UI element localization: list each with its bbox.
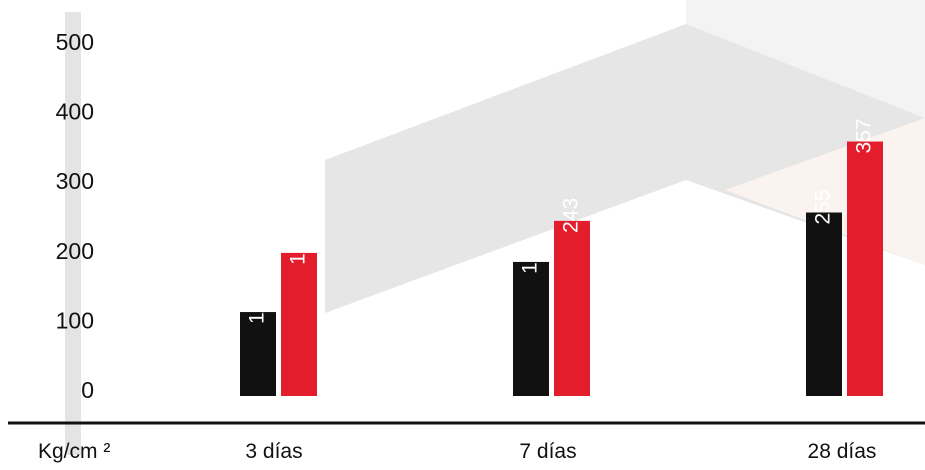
background-decor-shape	[325, 24, 925, 313]
bar-layer: 112 197 184 243 255 357	[240, 118, 883, 396]
bar-value-label: 184	[519, 239, 542, 274]
bar	[554, 220, 590, 396]
x-category-label: 28 días	[808, 440, 877, 463]
x-category-label: 3 días	[245, 440, 302, 463]
bar-value-label: 255	[812, 189, 835, 224]
y-tick-label: 100	[56, 307, 94, 333]
bar	[281, 252, 317, 396]
y-tick-label: 300	[56, 168, 94, 194]
bar-value-label: 112	[246, 291, 269, 324]
bar-value-label: 243	[560, 198, 583, 233]
bar	[806, 212, 842, 396]
y-tick-label: 0	[81, 377, 94, 403]
x-category-label: 7 días	[519, 440, 576, 463]
bar-value-label: 197	[287, 230, 310, 265]
bar	[240, 312, 276, 396]
y-tick-label: 200	[56, 238, 94, 264]
x-axis-unit-label: Kg/cm ²	[38, 440, 110, 463]
category-label-layer: 3 días 7 días 28 días	[245, 440, 876, 463]
bar	[847, 141, 883, 396]
y-tick-label: 400	[56, 99, 94, 125]
y-tick-label: 500	[56, 29, 94, 55]
background-decor-shape	[686, 0, 925, 118]
y-tick-layer: 0 100 200 300 400 500	[56, 29, 94, 403]
bar-value-label: 357	[853, 118, 876, 153]
bar	[513, 261, 549, 396]
y-axis-track	[65, 12, 81, 455]
